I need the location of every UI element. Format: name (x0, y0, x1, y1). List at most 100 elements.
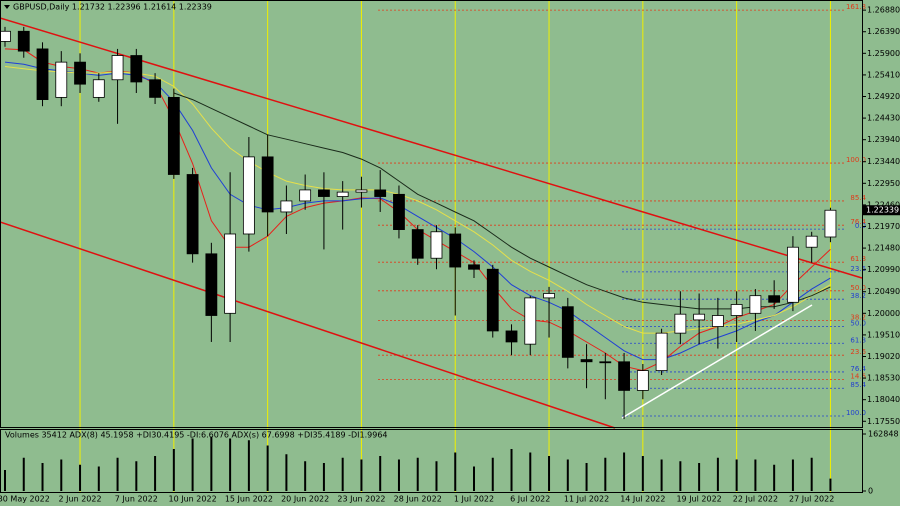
fib-label: 23.6 (850, 265, 866, 273)
y-tick-label: 1.20990 (867, 265, 900, 274)
y-tick-label: 1.21480 (867, 244, 900, 253)
y-tick-label: 1.22460 (867, 200, 900, 209)
indicator-title: Volumes 35412 ADX(8) 45.1958 +DI30.4195 … (5, 431, 388, 440)
candle-body (618, 361, 630, 391)
volume-bar (172, 448, 175, 491)
volume-bar (810, 457, 813, 491)
fib-label: 85.4 (850, 381, 866, 389)
candle-body (224, 233, 237, 314)
candle-body (468, 264, 480, 270)
y-tick-label: 1.24430 (867, 114, 900, 123)
volume-bar (97, 466, 100, 491)
volume-bar (716, 457, 719, 491)
candle-body (711, 315, 724, 327)
volume-bar (698, 462, 701, 491)
fib-label: 0.0 (855, 222, 866, 230)
candle-body (430, 231, 443, 259)
volume-bar (773, 464, 776, 491)
volume-bar (566, 459, 569, 491)
fib-label: 50.0 (850, 284, 866, 292)
volume-bar (60, 459, 63, 491)
chart-title: GBPUSD,Daily 1.21732 1.22396 1.21614 1.2… (13, 3, 212, 12)
x-tick-label: 14 Jul 2022 (620, 495, 665, 504)
candle-body (749, 295, 762, 314)
fib-label: 161.8 (846, 3, 866, 11)
y-tick-label: 1.18530 (867, 374, 900, 383)
x-tick-label: 7 Jun 2022 (115, 495, 158, 504)
x-tick-label: 2 Jun 2022 (59, 495, 102, 504)
candle-body (55, 61, 68, 98)
fib-label: 14.6 (850, 372, 866, 380)
volume-bar (829, 478, 832, 491)
x-tick-label: 30 May 2022 (0, 495, 50, 504)
y-tick-label: 1.23940 (867, 135, 900, 144)
candle-body (0, 30, 11, 42)
volume-bar (454, 452, 457, 491)
y-tick-label: 1.20000 (867, 309, 900, 318)
volume-bar (229, 438, 232, 491)
y-tick-label: 1.19020 (867, 352, 900, 361)
volume-bar (379, 455, 382, 491)
candle-body (149, 79, 161, 98)
volume-bar (322, 462, 325, 491)
volume-bar (510, 448, 513, 491)
candle-body (336, 191, 349, 197)
volume-bar (397, 459, 400, 491)
volume-bar (41, 462, 44, 491)
volume-frame (0, 429, 863, 493)
candle-body (787, 246, 799, 303)
x-tick-label: 28 Jun 2022 (394, 495, 442, 504)
fib-label: 85.4 (850, 194, 866, 202)
volume-bar (679, 461, 682, 491)
candle-body (805, 235, 818, 248)
volume-bar (660, 459, 663, 491)
y-tick-label: 1.19510 (867, 330, 900, 339)
y-tick-label: 1.21970 (867, 222, 900, 231)
volume-bar (116, 457, 119, 491)
x-tick-label: 27 Jul 2022 (789, 495, 834, 504)
fib-label: 23.6 (850, 348, 866, 356)
candle-body (580, 359, 593, 363)
candle-body (674, 313, 687, 334)
candle-body (205, 253, 218, 316)
volume-bar (191, 438, 194, 491)
price-frame (0, 0, 863, 428)
candle-body (355, 189, 368, 193)
candle-body (393, 193, 405, 230)
candle-body (768, 295, 781, 303)
last-price-label: 1.22339 (866, 206, 899, 215)
volume-bar (341, 457, 344, 491)
y-tick-label: 162848 (868, 430, 899, 439)
y-tick-label: 1.24920 (867, 92, 900, 101)
volume-bar (641, 455, 644, 491)
volume-bar (304, 461, 307, 491)
volume-bar (247, 440, 250, 491)
candle-body (655, 332, 668, 371)
y-tick-label: 1.26390 (867, 27, 900, 36)
candle-body (74, 61, 86, 85)
axes: 1.26880 1.26390 1.25900 1.25410 1.24920 1.244… (0, 6, 900, 504)
fib-label: 76.4 (850, 365, 866, 373)
candle-body (486, 268, 499, 332)
y-tick-label: 1.26880 (867, 6, 900, 15)
x-tick-label: 15 Jun 2022 (225, 495, 273, 504)
y-tick-label: 1.18040 (867, 395, 900, 404)
candle-body (299, 189, 312, 202)
candle-body (543, 293, 555, 299)
fib-label: 61.8 (850, 336, 866, 344)
candle-body (505, 330, 518, 343)
candle-body (17, 30, 30, 52)
y-tick-label: 1.25410 (867, 70, 900, 79)
candle-body (318, 189, 330, 197)
indicator-line (4, 66, 831, 334)
candle-body (524, 297, 537, 345)
trend-line (621, 304, 813, 419)
volume-bar (623, 452, 626, 491)
fib-label: 50.0 (850, 320, 866, 328)
volume-bar (529, 452, 532, 491)
x-tick-label: 6 Jul 2022 (510, 495, 550, 504)
volume-bar (154, 455, 157, 491)
fib-label: 38.2 (850, 313, 866, 321)
volume-bar (360, 459, 363, 491)
